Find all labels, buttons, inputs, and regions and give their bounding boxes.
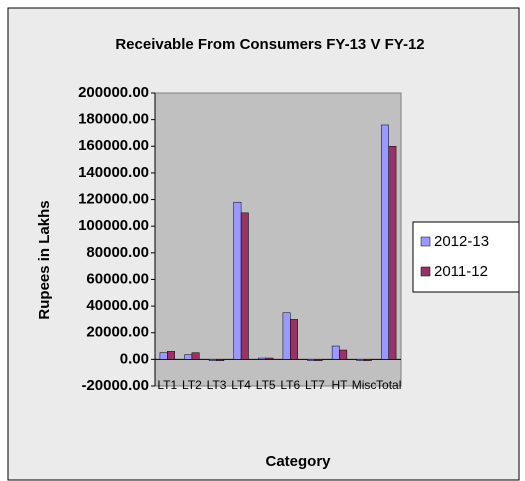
- y-tick-label: 80000.00: [86, 244, 149, 261]
- bar: [167, 351, 175, 360]
- bar: [356, 359, 365, 361]
- bar: [258, 357, 266, 360]
- bar: [240, 212, 249, 360]
- plot-area: [154, 92, 402, 387]
- bar: [290, 319, 298, 360]
- y-tick-label: 0.00: [120, 350, 149, 367]
- x-tick-label: Misc: [352, 378, 377, 392]
- y-tick-label: 180000.00: [78, 111, 149, 128]
- bar: [265, 357, 274, 360]
- legend-swatch: [420, 236, 431, 247]
- x-tick-label: LT7: [305, 378, 325, 392]
- bar: [233, 201, 242, 360]
- bar: [381, 124, 389, 360]
- x-axis-label: Category: [265, 453, 331, 470]
- bar: [184, 354, 193, 360]
- y-axis-label: Rupees in Lakhs: [36, 200, 53, 319]
- x-tick-label: Total: [376, 378, 401, 392]
- x-tick-label: LT4: [231, 378, 251, 392]
- bar: [282, 312, 291, 360]
- legend: [412, 221, 520, 293]
- y-tick-label: 160000.00: [78, 137, 149, 154]
- bar: [339, 349, 348, 360]
- bar: [208, 359, 217, 361]
- y-tick-label: -20000.00: [81, 377, 149, 394]
- x-tick-label: LT5: [256, 378, 276, 392]
- y-tick-label: 60000.00: [86, 270, 149, 287]
- bar: [159, 352, 168, 360]
- legend-label: 2012-13: [434, 233, 489, 250]
- x-tick-label: LT3: [207, 378, 227, 392]
- legend-swatch: [420, 266, 431, 277]
- x-tick-label: HT: [332, 378, 349, 392]
- y-tick-label: 20000.00: [86, 324, 149, 341]
- legend-label: 2011-12: [434, 263, 488, 280]
- bar: [307, 359, 316, 361]
- x-tick-label: LT6: [280, 378, 300, 392]
- bar: [388, 146, 397, 360]
- chart-title: Receivable From Consumers FY-13 V FY-12: [115, 36, 424, 53]
- bar: [216, 359, 225, 361]
- y-tick-label: 140000.00: [78, 164, 149, 181]
- bar: [191, 352, 200, 360]
- bar: [363, 359, 372, 361]
- bar: [314, 359, 323, 361]
- y-tick-label: 200000.00: [78, 84, 149, 101]
- y-tick-label: 100000.00: [78, 217, 149, 234]
- y-tick-label: 40000.00: [86, 297, 149, 314]
- x-tick-label: LT2: [182, 378, 202, 392]
- y-tick-label: 120000.00: [78, 191, 149, 208]
- bar: [331, 345, 340, 360]
- x-tick-label: LT1: [157, 378, 177, 392]
